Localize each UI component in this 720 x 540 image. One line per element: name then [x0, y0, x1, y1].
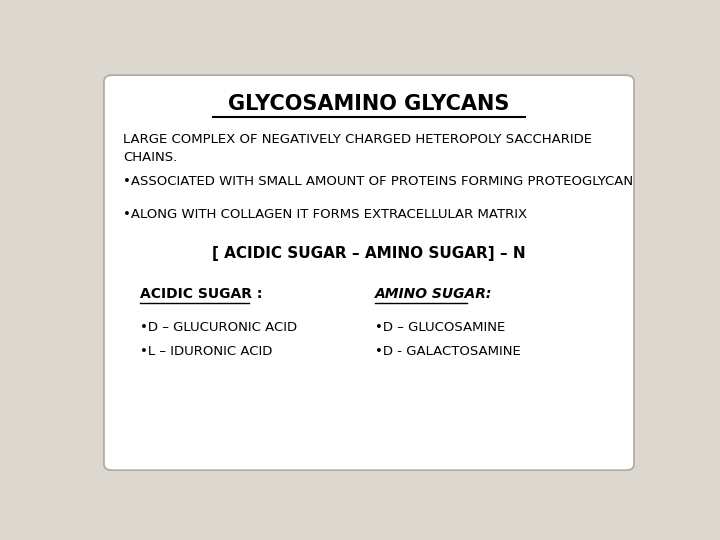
Text: •ALONG WITH COLLAGEN IT FORMS EXTRACELLULAR MATRIX: •ALONG WITH COLLAGEN IT FORMS EXTRACELLU…: [124, 208, 528, 221]
Text: AMINO SUGAR:: AMINO SUGAR:: [374, 287, 492, 301]
Text: •D – GLUCOSAMINE: •D – GLUCOSAMINE: [374, 321, 505, 334]
Text: ACIDIC SUGAR :: ACIDIC SUGAR :: [140, 287, 263, 301]
FancyBboxPatch shape: [104, 75, 634, 470]
Text: GLYCOSAMINO GLYCANS: GLYCOSAMINO GLYCANS: [228, 94, 510, 114]
Text: •ASSOCIATED WITH SMALL AMOUNT OF PROTEINS FORMING PROTEOGLYCAN: •ASSOCIATED WITH SMALL AMOUNT OF PROTEIN…: [124, 175, 634, 188]
Text: LARGE COMPLEX OF NEGATIVELY CHARGED HETEROPOLY SACCHARIDE
CHAINS.: LARGE COMPLEX OF NEGATIVELY CHARGED HETE…: [124, 133, 593, 164]
Text: •L – IDURONIC ACID: •L – IDURONIC ACID: [140, 346, 273, 359]
Text: [ ACIDIC SUGAR – AMINO SUGAR] – N: [ ACIDIC SUGAR – AMINO SUGAR] – N: [212, 246, 526, 261]
Text: •D - GALACTOSAMINE: •D - GALACTOSAMINE: [374, 346, 521, 359]
Text: •D – GLUCURONIC ACID: •D – GLUCURONIC ACID: [140, 321, 297, 334]
